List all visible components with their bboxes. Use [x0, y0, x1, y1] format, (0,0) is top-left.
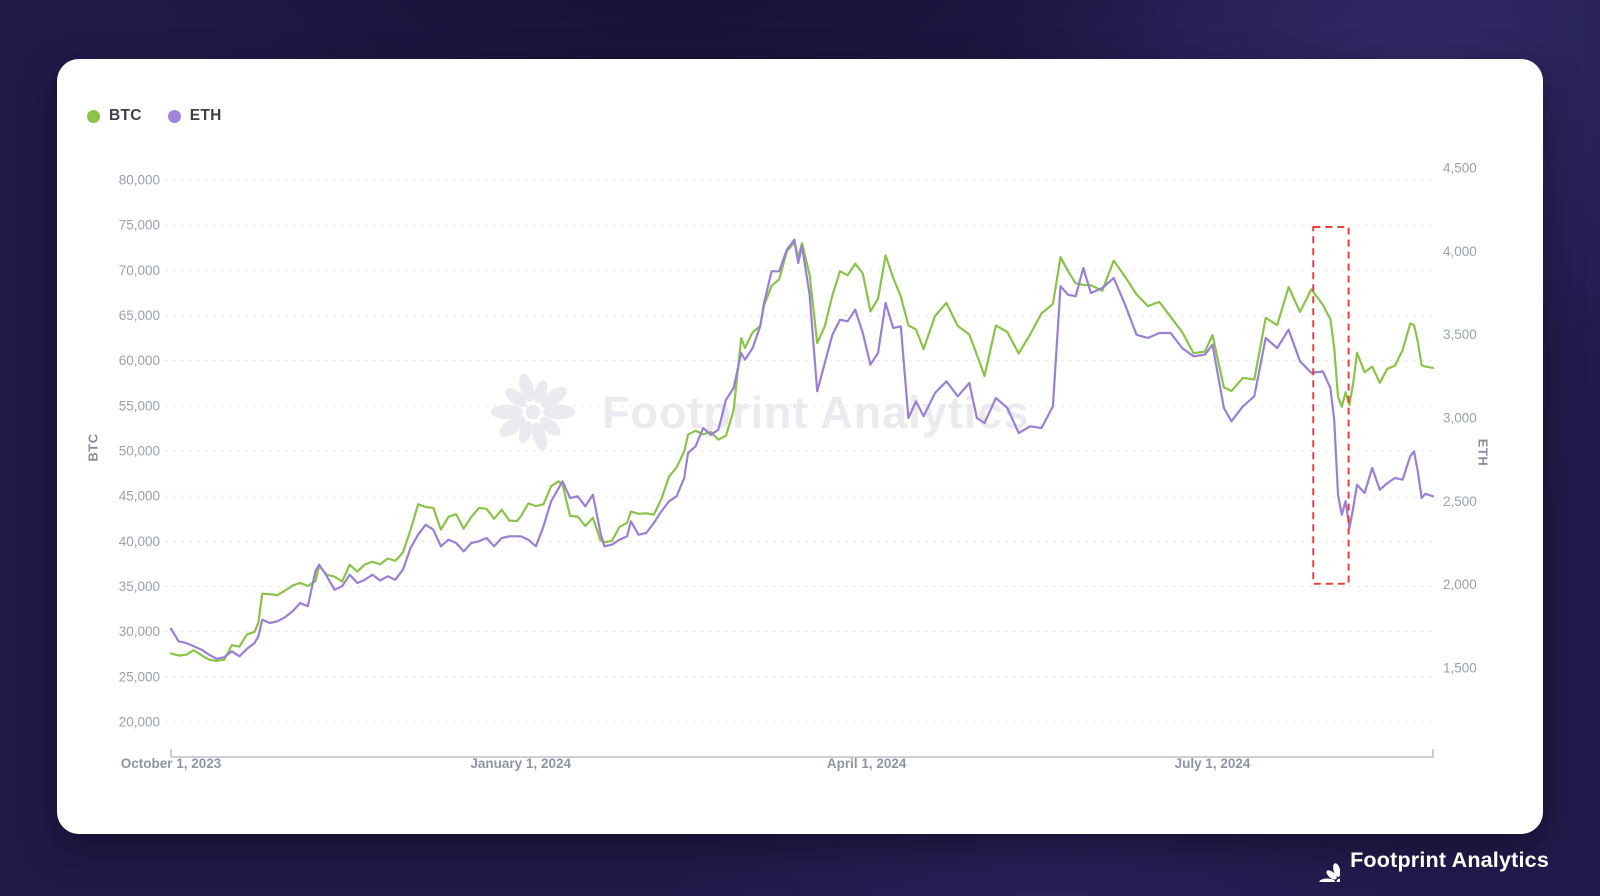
footprint-analytics-logo: Footprint Analytics — [1296, 838, 1549, 882]
svg-text:July 1, 2024: July 1, 2024 — [1175, 756, 1251, 771]
svg-text:2,500: 2,500 — [1443, 494, 1477, 509]
svg-text:2,000: 2,000 — [1443, 577, 1477, 592]
footprint-logo-text: Footprint Analytics — [1350, 847, 1549, 872]
footprint-logo-icon — [1296, 838, 1340, 882]
svg-text:3,500: 3,500 — [1443, 327, 1477, 342]
svg-text:35,000: 35,000 — [119, 579, 160, 594]
price-chart[interactable]: 80,000 75,000 70,000 65,000 60,000 55,000 50,0… — [57, 59, 1543, 834]
svg-text:45,000: 45,000 — [119, 489, 160, 504]
svg-text:Footprint Analytics: Footprint Analytics — [602, 387, 1029, 438]
svg-text:70,000: 70,000 — [119, 263, 160, 278]
legend-item-eth[interactable]: ETH — [167, 107, 222, 125]
svg-text:50,000: 50,000 — [119, 444, 160, 459]
chart-card: 80,000 75,000 70,000 65,000 60,000 55,000 50,0… — [57, 59, 1543, 834]
svg-text:55,000: 55,000 — [119, 398, 160, 413]
eth-legend-dot — [167, 109, 181, 123]
svg-text:60,000: 60,000 — [119, 353, 160, 368]
svg-text:30,000: 30,000 — [119, 624, 160, 639]
svg-text:October 1, 2023: October 1, 2023 — [121, 756, 222, 771]
svg-text:April 1, 2024: April 1, 2024 — [827, 756, 907, 771]
svg-text:65,000: 65,000 — [119, 308, 160, 323]
svg-text:January 1, 2024: January 1, 2024 — [470, 756, 571, 771]
svg-text:75,000: 75,000 — [119, 218, 160, 233]
btc-legend-dot — [87, 109, 100, 123]
svg-text:40,000: 40,000 — [119, 534, 160, 549]
left-axis-title: BTC — [85, 433, 101, 462]
svg-text:80,000: 80,000 — [119, 173, 160, 188]
svg-text:25,000: 25,000 — [119, 669, 160, 684]
svg-text:1,500: 1,500 — [1443, 661, 1477, 676]
legend-item-btc[interactable]: BTC — [87, 107, 142, 125]
right-axis-title: ETH — [1475, 438, 1491, 467]
svg-text:4,000: 4,000 — [1443, 244, 1477, 259]
svg-text:3,000: 3,000 — [1443, 411, 1477, 426]
btc-legend-label: BTC — [109, 107, 142, 124]
svg-text:20,000: 20,000 — [119, 715, 160, 730]
svg-text:4,500: 4,500 — [1443, 161, 1477, 176]
eth-legend-label: ETH — [189, 107, 222, 124]
chart-legend: BTC ETH — [87, 107, 222, 125]
